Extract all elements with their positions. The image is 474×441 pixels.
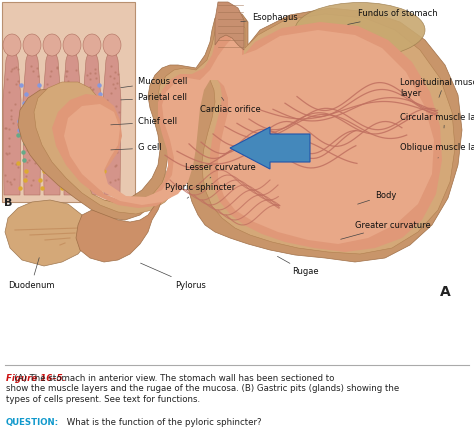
Text: Chief cell: Chief cell: [111, 117, 177, 127]
Polygon shape: [76, 195, 162, 262]
Polygon shape: [63, 40, 81, 195]
Text: Oblique muscle layer: Oblique muscle layer: [400, 143, 474, 158]
Text: Mucous cell: Mucous cell: [121, 78, 187, 88]
Polygon shape: [23, 40, 41, 195]
Ellipse shape: [83, 34, 101, 56]
Ellipse shape: [3, 34, 21, 56]
Polygon shape: [5, 200, 90, 266]
Polygon shape: [83, 40, 101, 195]
Text: Esophagus: Esophagus: [241, 14, 298, 22]
FancyArrow shape: [230, 127, 310, 169]
Text: Body: Body: [358, 191, 396, 204]
Text: Pyloric sphincter: Pyloric sphincter: [165, 183, 235, 198]
Polygon shape: [34, 14, 455, 254]
Bar: [0, 0, 474, 360]
Text: Fundus of stomach: Fundus of stomach: [348, 10, 438, 24]
Ellipse shape: [295, 3, 425, 57]
Text: A: A: [440, 285, 451, 299]
Text: Pylorus: Pylorus: [140, 263, 206, 289]
Ellipse shape: [43, 34, 61, 56]
Text: Figure 16–5.: Figure 16–5.: [6, 374, 66, 383]
Polygon shape: [3, 40, 21, 195]
Ellipse shape: [103, 34, 121, 56]
Text: Rugae: Rugae: [277, 256, 319, 277]
Ellipse shape: [23, 34, 41, 56]
Text: What is the function of the pyloric sphincter?: What is the function of the pyloric sphi…: [64, 418, 262, 427]
Polygon shape: [64, 30, 434, 244]
Text: QUESTION:: QUESTION:: [6, 418, 59, 427]
Polygon shape: [43, 40, 61, 195]
Polygon shape: [18, 8, 462, 262]
Text: B: B: [4, 198, 12, 208]
Text: Duodenum: Duodenum: [8, 258, 55, 289]
Text: Parietal cell: Parietal cell: [121, 93, 187, 102]
Text: Lesser curvature: Lesser curvature: [185, 164, 256, 178]
Polygon shape: [52, 22, 442, 252]
Polygon shape: [215, 2, 244, 50]
Text: Circular muscle layer: Circular muscle layer: [400, 113, 474, 128]
Text: Cardiac orifice: Cardiac orifice: [200, 97, 261, 115]
Text: Longitudinal muscle
layer: Longitudinal muscle layer: [400, 78, 474, 98]
Polygon shape: [103, 40, 121, 195]
Text: (A) The stomach in anterior view. The stomach wall has been sectioned to
show th: (A) The stomach in anterior view. The st…: [6, 374, 399, 404]
Bar: [2, 2, 135, 202]
Ellipse shape: [63, 34, 81, 56]
Text: G cell: G cell: [111, 143, 162, 153]
Text: Greater curvature: Greater curvature: [341, 220, 431, 239]
